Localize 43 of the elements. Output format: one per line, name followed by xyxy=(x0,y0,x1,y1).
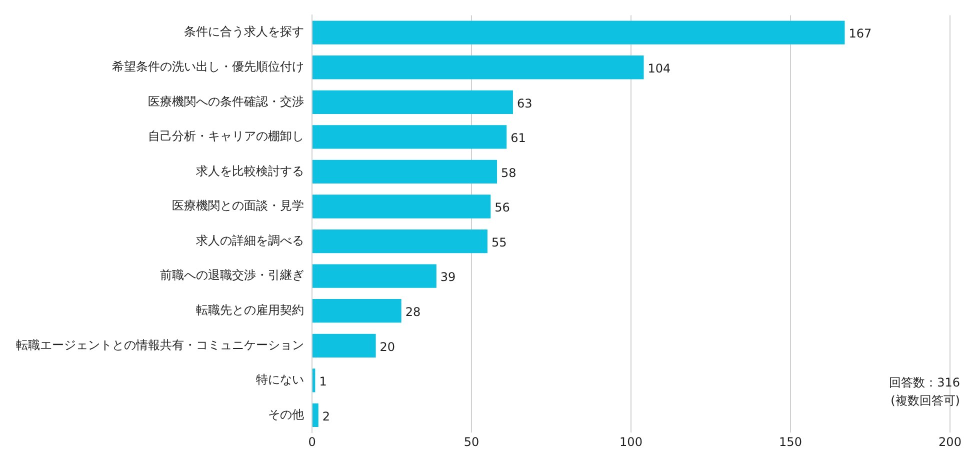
data-label: 2 xyxy=(322,409,330,424)
data-label: 58 xyxy=(501,166,516,180)
data-label: 20 xyxy=(380,340,396,354)
y-tick-label: 転職エージェントとの情報共有・コミュニケーション xyxy=(16,338,304,352)
y-tick-label: 転職先との雇用契約 xyxy=(196,302,304,317)
bar xyxy=(312,90,513,114)
annotation: 回答数：316 xyxy=(889,376,960,390)
x-tick-label: 50 xyxy=(464,434,480,449)
x-tick-label: 0 xyxy=(308,434,316,449)
data-label: 167 xyxy=(848,26,872,41)
y-tick-label: その他 xyxy=(268,407,304,422)
annotation: (複数回答可) xyxy=(890,394,960,408)
y-tick-label: 医療機関への条件確認・交渉 xyxy=(148,94,304,108)
data-label: 63 xyxy=(516,96,532,110)
y-tick-label: 自己分析・キャリアの棚卸し xyxy=(148,129,304,144)
bar xyxy=(312,20,845,44)
data-label: 28 xyxy=(405,304,421,319)
bar xyxy=(312,299,402,323)
bar xyxy=(312,368,316,392)
bar xyxy=(312,194,491,218)
data-label: 1 xyxy=(319,374,327,389)
y-tick-label: 希望条件の洗い出し・優先順位付け xyxy=(112,60,304,74)
bar xyxy=(312,160,498,184)
bar xyxy=(312,403,318,428)
y-tick-label: 前職への退職交渉・引継ぎ xyxy=(160,268,304,282)
y-tick-label: 求人を比較検討する xyxy=(196,164,304,178)
data-label: 55 xyxy=(491,235,507,250)
data-label: 61 xyxy=(510,131,526,146)
bar xyxy=(312,264,436,288)
data-label: 39 xyxy=(440,270,456,284)
bar xyxy=(312,229,488,254)
data-label: 56 xyxy=(494,200,510,215)
data-label: 104 xyxy=(648,62,671,76)
y-tick-label: 特にない xyxy=(256,372,304,387)
x-tick-label: 100 xyxy=(620,434,642,449)
x-tick-label: 150 xyxy=(779,434,802,449)
y-tick-label: 医療機関との面談・見学 xyxy=(172,198,304,213)
y-tick-label: 求人の詳細を調べる xyxy=(196,233,304,248)
bar xyxy=(312,125,507,149)
bar xyxy=(312,334,376,358)
y-tick-label: 条件に合う求人を探す xyxy=(184,24,304,39)
bar xyxy=(312,56,644,80)
x-tick-label: 200 xyxy=(938,434,962,449)
